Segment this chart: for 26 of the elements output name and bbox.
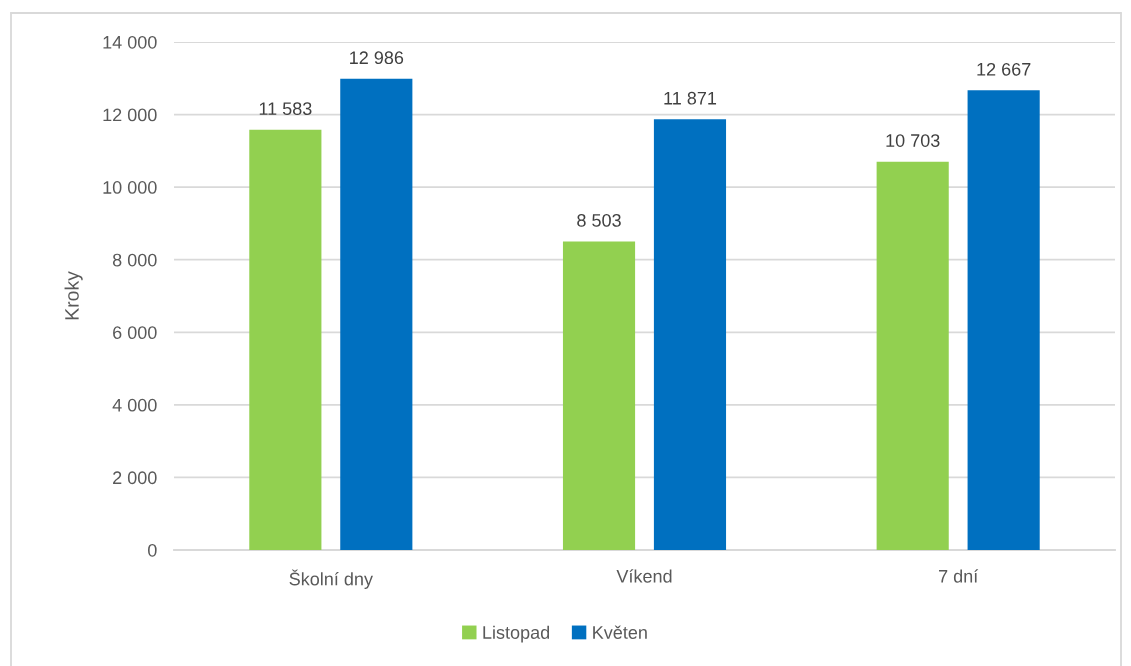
data-label: 10 703: [886, 134, 940, 147]
y-tick-label: 6 000: [113, 326, 157, 340]
data-label: 12 986: [350, 51, 404, 65]
y-tick-label: 12 000: [103, 108, 157, 122]
y-tick-label: 8 000: [112, 253, 157, 267]
bar: [653, 119, 727, 550]
y-tick-label: 10 000: [103, 181, 157, 194]
bar: [249, 129, 322, 550]
bar: [967, 90, 1040, 550]
data-label: 12 667: [977, 62, 1031, 76]
data-label: 11 583: [259, 102, 312, 116]
x-tick-label: 7 dní: [939, 569, 979, 583]
y-tick-label: 14 000: [103, 35, 157, 49]
data-label: 8 503: [577, 214, 621, 227]
y-tick-label: 4 000: [112, 398, 157, 412]
bar: [876, 161, 949, 550]
legend-label: Květen: [593, 625, 647, 639]
legend-label: Listopad: [483, 625, 550, 643]
x-tick-label: Víkend: [616, 569, 672, 583]
x-tick-label: Školní dny: [289, 569, 373, 589]
bar: [340, 78, 413, 550]
data-label: 11 871: [664, 91, 717, 105]
bar: [562, 241, 636, 550]
y-axis-title: Kroky: [64, 271, 83, 320]
y-tick-label: 0: [148, 543, 157, 557]
y-tick-label: 2 000: [113, 471, 157, 485]
